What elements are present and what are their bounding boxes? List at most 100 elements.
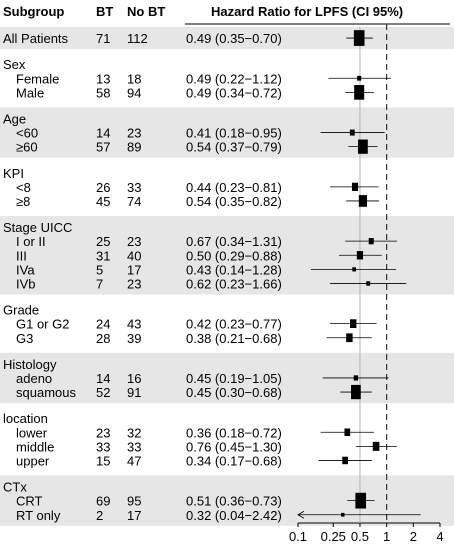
hazard-ratio-text: 0.43 (0.14−1.28) [186,262,282,277]
bt-count: 26 [96,180,110,195]
hazard-ratio-text: 0.44 (0.23−0.81) [186,180,282,195]
bt-count: 25 [96,234,110,249]
point-estimate-box [354,85,365,100]
point-estimate-box [355,492,367,509]
bt-count: 23 [96,425,110,440]
bt-count: 13 [96,71,110,86]
row-band [0,27,454,50]
x-tick-label: 4 [436,529,443,544]
point-estimate-box [344,428,351,436]
point-estimate-box [352,267,357,272]
hazard-ratio-text: 0.50 (0.29−0.88) [186,248,282,263]
hazard-ratio-text: 0.62 (0.23−1.66) [186,276,282,291]
row-label: IVb [16,276,36,291]
row-label: adeno [16,371,52,386]
point-estimate-box [351,182,359,191]
hazard-ratio-text: 0.76 (0.45−1.30) [186,439,282,454]
group-label: Sex [3,57,26,72]
bt-count: 7 [96,276,103,291]
point-estimate-box [353,30,365,46]
row-label: G1 or G2 [16,317,69,332]
hazard-ratio-text: 0.38 (0.21−0.68) [186,331,282,346]
bt-count: 58 [96,85,110,100]
nobt-count: 33 [127,439,141,454]
hazard-ratio-text: 0.49 (0.34−0.72) [186,85,282,100]
hazard-ratio-text: 0.54 (0.37−0.79) [186,140,282,155]
bt-count: 52 [96,385,110,400]
bt-count: 69 [96,494,110,509]
header-bt: BT [96,4,113,19]
hazard-ratio-text: 0.42 (0.23−0.77) [186,317,282,332]
point-estimate-box [346,333,353,343]
row-band [0,475,454,526]
x-axis: 0.1 0.25 0.5 1 2 4 [185,23,450,544]
hazard-ratio-text: 0.51 (0.36−0.73) [186,494,282,509]
nobt-count: 47 [127,453,141,468]
table-rows: All Patients 71 112 0.49 (0.35−0.70) SexFema… [3,31,282,523]
group-label: CTx [3,480,27,495]
point-estimate-box [358,139,368,154]
bt-count: 2 [96,508,103,523]
group-label: Stage UICC [3,220,72,235]
bt-count: 57 [96,140,110,155]
column-headers: Subgroup BT No BT Hazard Ratio for LPFS … [3,4,403,19]
nobt-count: 16 [127,371,141,386]
nobt-count: 94 [127,85,141,100]
bt-count: 45 [96,194,110,209]
bt-count: 24 [96,317,110,332]
bt-count: 14 [96,126,110,141]
nobt-count: 23 [127,126,141,141]
row-label: <8 [16,180,31,195]
plot-marks [297,24,421,523]
nobt-count: 18 [127,71,141,86]
nobt-count: 17 [127,262,141,277]
hazard-ratio-text: 0.49 (0.22−1.12) [186,71,282,86]
header-subgroup: Subgroup [3,4,64,19]
point-estimate-box [358,195,368,207]
x-tick-label: 0.25 [321,529,346,544]
point-estimate-box [372,441,380,451]
row-label: <60 [16,126,38,141]
x-tick-label: 0.1 [289,529,307,544]
hazard-ratio-text: 0.32 (0.04−2.42) [186,508,282,523]
nobt-count: 43 [127,317,141,332]
row-label: ≥60 [16,140,38,155]
row-label: lower [16,425,48,440]
x-tick-label: 1 [383,529,390,544]
point-estimate-box [349,129,355,136]
row-label: RT only [16,508,61,523]
row-label: ≥8 [16,194,30,209]
header-hazard-ratio: Hazard Ratio for LPFS (CI 95%) [211,4,403,19]
bt-count: 33 [96,439,110,454]
hazard-ratio-text: 0.45 (0.30−0.68) [186,385,282,400]
bt-count: 5 [96,262,103,277]
point-estimate-box [351,384,361,400]
hazard-ratio-text: 0.67 (0.34−1.31) [186,234,282,249]
ci-arrow [297,510,305,519]
nobt-count: 40 [127,248,141,263]
header-nobt: No BT [127,4,165,19]
group-label: KPI [3,166,24,181]
hazard-ratio-text: 0.45 (0.19−1.05) [186,371,282,386]
bt-count: 28 [96,331,110,346]
bt-count: 71 [96,31,110,46]
nobt-count: 112 [127,31,148,46]
hazard-ratio-text: 0.54 (0.35−0.82) [186,194,282,209]
hazard-ratio-text: 0.41 (0.18−0.95) [186,126,282,141]
nobt-count: 95 [127,494,141,509]
x-tick-label: 2 [410,529,417,544]
group-label: location [3,411,48,426]
row-label: I or II [16,234,46,249]
point-estimate-box [366,281,371,286]
point-estimate-box [356,251,364,260]
point-estimate-box [341,512,345,517]
nobt-count: 33 [127,180,141,195]
point-estimate-box [353,375,359,381]
x-tick-label: 0.5 [351,529,369,544]
nobt-count: 91 [127,385,141,400]
row-label: G3 [16,331,33,346]
nobt-count: 39 [127,331,141,346]
group-label: Histology [3,357,57,372]
